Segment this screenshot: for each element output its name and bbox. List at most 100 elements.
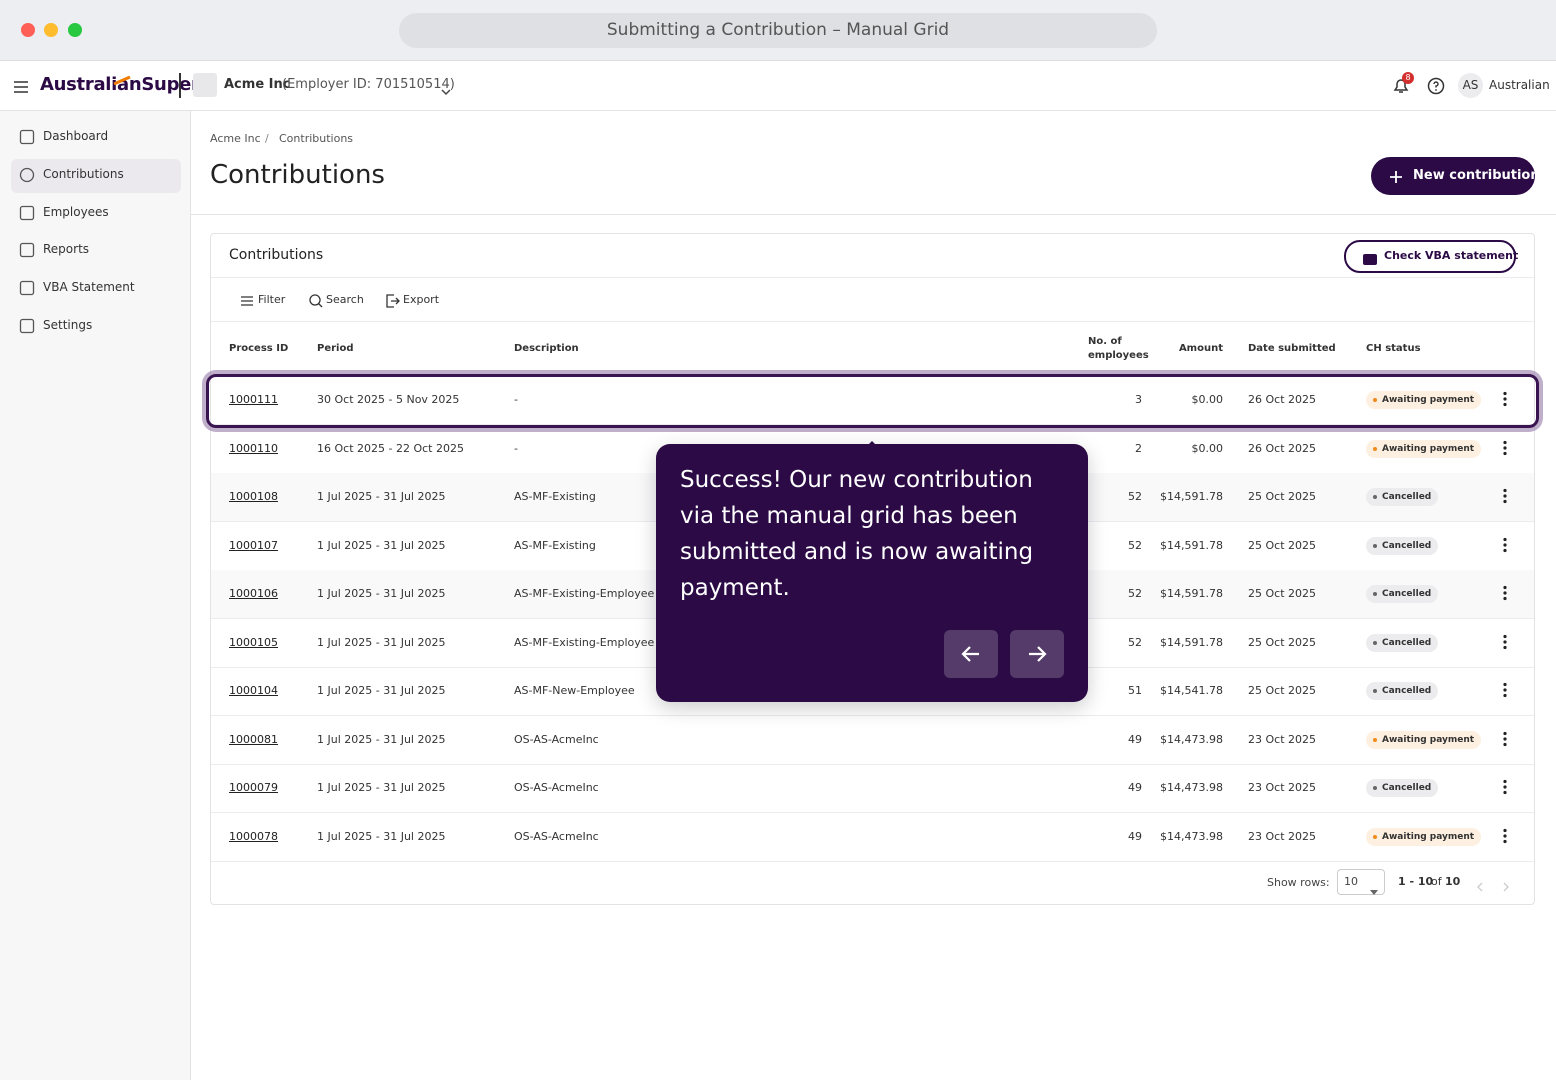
chevron — [441, 81, 451, 96]
status-dot — [1373, 737, 1377, 742]
row-menu — [1502, 440, 1508, 456]
help-icon — [1427, 77, 1445, 95]
status-label: Awaiting payment — [1382, 443, 1475, 454]
avatar[interactable]: AS — [1458, 73, 1483, 98]
employees: 52 — [1128, 587, 1142, 600]
toolbar-button[interactable]: Filter — [258, 293, 286, 306]
date: 26 Oct 2025 — [1248, 393, 1317, 406]
date: 25 Oct 2025 — [1248, 684, 1317, 697]
process-id[interactable]: 1000105 — [229, 635, 278, 649]
process-id[interactable]: 1000110 — [229, 441, 278, 455]
process-id[interactable]: 1000107 — [229, 538, 278, 552]
toolbar-icon — [309, 293, 323, 308]
toolbar-icon — [240, 293, 254, 307]
process-id[interactable]: 1000104 — [229, 684, 278, 697]
row-divider — [211, 715, 1534, 716]
amount: $0.00 — [1191, 393, 1224, 406]
description: AS-MF-Existing-Employee — [514, 587, 655, 600]
nav-icon — [19, 242, 35, 258]
date: 26 Oct 2025 — [1248, 441, 1317, 455]
process-id[interactable]: 1000079 — [229, 781, 278, 794]
status-dot — [1373, 834, 1377, 839]
select-caret — [1370, 880, 1378, 895]
nav-icon — [19, 318, 35, 334]
tooltip: Success! Our new contribution via the ma… — [656, 444, 1088, 702]
page-total: 10 — [1445, 875, 1461, 888]
tooltip-next-button[interactable] — [1010, 630, 1064, 678]
logo-mark — [112, 70, 132, 86]
tooltip-prev-button[interactable] — [944, 630, 998, 678]
page-title: Contributions — [210, 160, 385, 190]
process-id[interactable]: 1000078 — [229, 829, 278, 843]
max-dot[interactable] — [68, 23, 82, 37]
nav-active — [11, 158, 181, 193]
plus-icon — [1389, 169, 1403, 183]
row-menu — [1502, 731, 1508, 747]
status-dot — [1373, 640, 1377, 645]
employer-id[interactable]: (Employer ID: 701510514) — [282, 77, 455, 92]
description: AS-MF-Existing — [514, 538, 596, 552]
employees: 3 — [1135, 393, 1142, 406]
rows-select[interactable]: 10 — [1337, 869, 1385, 895]
status-dot — [1373, 786, 1377, 790]
nav-icon — [19, 280, 35, 296]
section-divider — [191, 214, 1556, 215]
employees: 52 — [1128, 538, 1142, 552]
period: 16 Oct 2025 - 22 Oct 2025 — [317, 441, 464, 455]
user-name[interactable]: Australian — [1489, 78, 1550, 92]
nav-item[interactable]: VBA Statement — [43, 280, 135, 295]
card-divider — [211, 277, 1534, 278]
status-label: Cancelled — [1382, 589, 1432, 599]
date: 23 Oct 2025 — [1248, 732, 1317, 746]
amount: $14,591.78 — [1160, 587, 1223, 600]
status-pill: Cancelled — [1366, 585, 1439, 603]
nav-item[interactable]: Contributions — [43, 166, 124, 181]
check-vba-button[interactable]: Check VBA statement — [1344, 240, 1519, 273]
min-dot[interactable] — [44, 23, 58, 37]
process-id[interactable]: 1000081 — [229, 732, 278, 746]
column-header: Date submitted — [1248, 343, 1336, 354]
status-label: Awaiting payment — [1382, 734, 1475, 745]
nav-item[interactable]: Employees — [43, 204, 109, 219]
amount: $14,591.78 — [1160, 538, 1223, 552]
employees: 49 — [1128, 781, 1142, 794]
show-rows-label: Show rows: — [1267, 876, 1330, 889]
date: 25 Oct 2025 — [1248, 538, 1317, 552]
employees: 49 — [1128, 829, 1142, 843]
description: AS-MF-Existing-Employee — [514, 635, 655, 649]
nav-icon — [19, 129, 35, 145]
nav-item[interactable]: Dashboard — [43, 129, 109, 143]
nav-item[interactable]: Settings — [43, 318, 93, 332]
amount: $14,541.78 — [1160, 684, 1223, 697]
close-dot[interactable] — [21, 23, 35, 37]
status-label: Cancelled — [1382, 637, 1432, 648]
toolbar-button[interactable]: Search — [326, 293, 364, 306]
status-pill: Awaiting payment — [1366, 730, 1482, 749]
status-dot — [1373, 689, 1377, 693]
button-label: Check VBA statement — [1384, 249, 1519, 262]
employees: 49 — [1128, 732, 1142, 746]
button-label: New contribution — [1413, 168, 1540, 183]
nav-item[interactable]: Reports — [43, 242, 90, 257]
employer-name[interactable]: Acme Inc — [224, 77, 291, 92]
process-id[interactable]: 1000106 — [229, 587, 278, 600]
amount: $14,591.78 — [1160, 635, 1223, 649]
column-header: Amount — [1178, 343, 1223, 354]
status-dot — [1373, 398, 1377, 402]
status-pill: Awaiting payment — [1366, 439, 1482, 458]
process-id[interactable]: 1000108 — [229, 490, 278, 503]
toolbar-button[interactable]: Export — [403, 293, 440, 306]
top-header — [0, 61, 1556, 111]
highlight-row — [206, 374, 1539, 428]
amount: $14,591.78 — [1160, 490, 1223, 503]
description: - — [514, 393, 518, 406]
row-divider — [211, 424, 1534, 425]
status-pill: Cancelled — [1366, 633, 1439, 652]
new-contribution-button[interactable]: New contribution — [1371, 157, 1540, 195]
date: 23 Oct 2025 — [1248, 829, 1317, 843]
employer-icon — [193, 73, 217, 97]
breadcrumb-item[interactable]: Acme Inc — [210, 132, 261, 145]
column-header: Period — [317, 343, 354, 354]
column-header: CH status — [1366, 343, 1421, 354]
process-id[interactable]: 1000111 — [229, 393, 278, 406]
